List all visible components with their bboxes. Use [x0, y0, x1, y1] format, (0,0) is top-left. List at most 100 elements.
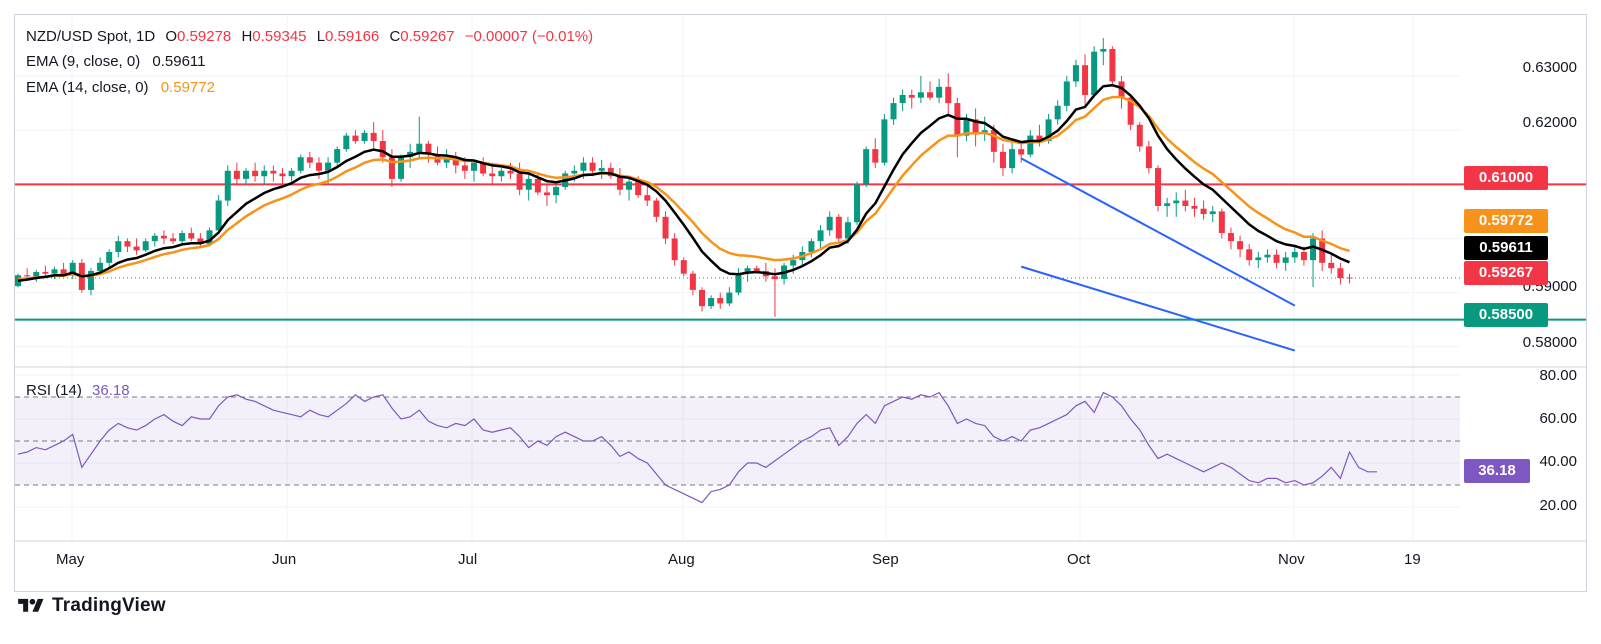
candle-body [33, 272, 40, 277]
candle-body [808, 241, 815, 252]
candle-body [1100, 48, 1107, 52]
candle-body [388, 157, 395, 179]
candle-body [826, 216, 833, 231]
candle-body [115, 241, 122, 252]
horizontal-lines [15, 183, 1586, 321]
price-tick: 0.58000 [1522, 334, 1577, 351]
time-tick-sep: Sep [872, 551, 899, 568]
candle-body [1164, 203, 1171, 206]
candle-body [1300, 252, 1307, 261]
rsi-tick: 60.00 [1539, 410, 1577, 427]
rsi-label: RSI (14) [26, 382, 82, 399]
candle-body [516, 173, 523, 190]
candle-body [443, 157, 450, 163]
candle-body [1155, 168, 1161, 206]
candle-body [1227, 233, 1234, 242]
candle-body [607, 168, 614, 177]
time-tick-may: May [56, 551, 85, 568]
candle-body [306, 157, 313, 163]
candle-body [471, 162, 477, 171]
candle-body [999, 151, 1006, 169]
ema14-legend[interactable]: EMA (14, close, 0) 0.59772 [26, 79, 215, 96]
candle-body [197, 238, 204, 244]
candle-body [179, 233, 186, 242]
candle-body [726, 292, 733, 304]
open-label: O [165, 28, 178, 45]
candle-body [97, 262, 104, 271]
candle-body [1173, 200, 1180, 204]
change-value: −0.00007 (−0.01%) [464, 28, 594, 45]
candle-body [1191, 205, 1198, 209]
rsi-legend[interactable]: RSI (14) 36.18 [26, 382, 130, 399]
candle-body [498, 170, 505, 177]
candle-body [51, 269, 58, 274]
candle-body [24, 275, 31, 277]
candle-body [543, 192, 550, 196]
symbol-label[interactable]: NZD/USD Spot, 1D [26, 28, 156, 45]
candle-body [261, 170, 268, 177]
candle-body [908, 94, 915, 98]
candle-body [598, 168, 605, 171]
candle-body [689, 273, 696, 290]
candle-body [1009, 149, 1016, 169]
ema9-legend[interactable]: EMA (9, close, 0) 0.59611 [26, 53, 206, 70]
chart-frame [14, 14, 1587, 592]
candle-body [370, 132, 377, 141]
close-label: C [389, 28, 401, 45]
candle-body [671, 238, 678, 261]
candle-body [744, 268, 751, 274]
candle-body [480, 162, 487, 174]
time-tick-aug: Aug [668, 551, 695, 568]
candle-body [1282, 257, 1289, 263]
candle-body [215, 200, 222, 231]
low-label: L [316, 28, 326, 45]
candle-body [890, 103, 897, 120]
candle-body [735, 273, 742, 293]
candle-body [1027, 135, 1034, 155]
candle-body [224, 170, 231, 201]
candle-body [835, 216, 842, 239]
time-tick-19: 19 [1404, 551, 1421, 568]
candle-body [124, 241, 131, 247]
high-value: 0.59345 [252, 28, 307, 45]
channel [1020, 157, 1296, 352]
candle-body [863, 149, 870, 185]
candle-body [708, 298, 715, 307]
candle-body [1054, 105, 1061, 120]
candle-body [580, 162, 587, 171]
candle-body [936, 86, 943, 98]
candle-body [425, 143, 432, 155]
candle-body [927, 92, 933, 98]
candle-body [1346, 277, 1353, 279]
candle-body [990, 130, 997, 152]
channel-upper-line [1020, 157, 1296, 307]
ema14-line [17, 95, 1350, 281]
candle-body [352, 135, 359, 141]
candle-body [653, 200, 660, 217]
open-value: 0.59278 [177, 28, 232, 45]
candle-body [1182, 200, 1189, 206]
time-tick-oct: Oct [1067, 551, 1091, 568]
candle-body [334, 149, 341, 163]
candle-body [1072, 65, 1079, 82]
rsi-badge: 36.18 [1464, 459, 1530, 483]
candle-body [753, 268, 760, 271]
candle-body [616, 176, 623, 190]
time-tick-jun: Jun [272, 551, 297, 568]
high-label: H [241, 28, 253, 45]
candle-body [1145, 146, 1152, 169]
candle-body [160, 235, 167, 239]
candle-body [288, 170, 295, 177]
candle-body [1273, 254, 1280, 263]
candle-body [1127, 97, 1134, 125]
candle-body [1109, 48, 1116, 82]
time-tick-nov: Nov [1278, 551, 1305, 568]
candle-body [507, 170, 514, 174]
tradingview-logo[interactable]: TradingView [16, 595, 166, 617]
candle-body [817, 230, 824, 242]
candle-body [1264, 254, 1271, 258]
candle-body [525, 178, 532, 190]
candle-body [1045, 119, 1052, 141]
time-tick-jul: Jul [458, 551, 478, 568]
